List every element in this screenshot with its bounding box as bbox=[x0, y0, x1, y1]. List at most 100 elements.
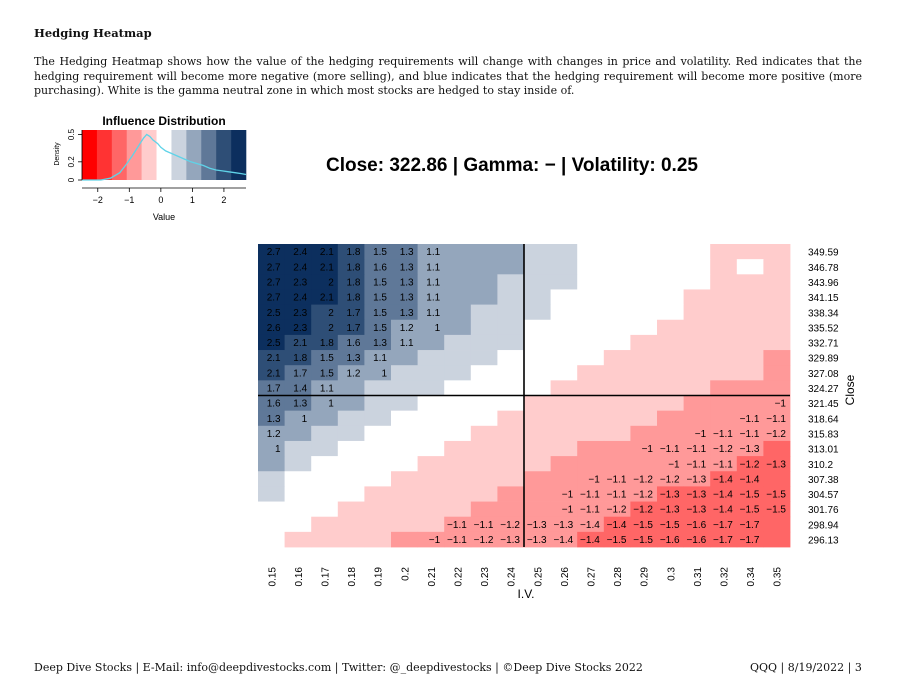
heatmap-cell bbox=[497, 244, 525, 260]
iv-tick-label: 0.28 bbox=[613, 567, 624, 587]
heatmap-cell bbox=[258, 289, 285, 305]
heatmap-cell bbox=[311, 471, 339, 487]
heatmap-cell bbox=[736, 440, 764, 457]
heatmap-cell bbox=[710, 380, 738, 396]
heatmap-cell bbox=[417, 456, 445, 472]
influence-distribution-chart: Influence Distribution −2 −1 0 1 2 0 0.2 0.5 V… bbox=[54, 114, 247, 222]
heatmap-cell bbox=[603, 486, 631, 502]
heatmap-cell bbox=[736, 516, 764, 533]
heatmap-cell bbox=[524, 440, 551, 457]
cell-value-label: −1.3 bbox=[527, 535, 547, 546]
cell-value-label: −1.1 bbox=[713, 429, 733, 440]
heatmap-cell bbox=[736, 244, 764, 260]
cell-value-label: −1.4 bbox=[580, 535, 600, 546]
iv-tick-label: 0.29 bbox=[640, 567, 651, 587]
heatmap-cell bbox=[550, 304, 578, 321]
cell-value-label: 1.1 bbox=[426, 277, 440, 288]
cell-value-label: −1 bbox=[642, 444, 654, 455]
heatmap-cell bbox=[284, 334, 312, 351]
cell-value-label: 1.5 bbox=[320, 353, 334, 364]
heatmap-cell bbox=[258, 486, 285, 502]
heatmap-cell bbox=[311, 274, 339, 290]
color-scale-bands bbox=[82, 130, 247, 180]
heatmap-cell bbox=[763, 471, 791, 487]
heatmap-cell bbox=[470, 471, 498, 487]
heatmap-cell bbox=[311, 304, 339, 321]
heatmap-cell bbox=[497, 259, 525, 275]
cell-value-label: 1.5 bbox=[373, 308, 387, 319]
heatmap-cell-labels: 2.7 2.4 2.1 1.8 1.5 1.3 1.1 2.7 2.4 2.1 1.8 1.6 1.3 1… bbox=[267, 247, 787, 546]
heatmap-cell bbox=[311, 531, 339, 548]
heatmap-cell bbox=[577, 456, 605, 472]
heatmap-cell bbox=[603, 304, 631, 321]
heatmap-cell bbox=[391, 244, 418, 260]
heatmap-cell bbox=[364, 380, 392, 396]
heatmap-cell bbox=[577, 350, 605, 366]
heatmap-cell bbox=[630, 350, 658, 366]
heatmap-cell bbox=[550, 274, 578, 290]
heatmap-cell bbox=[337, 425, 365, 442]
cell-value-label: 2.7 bbox=[267, 293, 281, 304]
heatmap-cell bbox=[524, 319, 551, 336]
cell-value-label: −1.2 bbox=[607, 505, 627, 516]
heatmap-cell bbox=[284, 395, 312, 412]
heatmap-cell bbox=[311, 319, 339, 336]
close-tick-label: 346.78 bbox=[808, 263, 839, 274]
cell-value-label: −1.2 bbox=[474, 535, 494, 546]
heatmap-cell bbox=[577, 380, 605, 396]
density-line bbox=[82, 133, 247, 181]
cell-value-label: 2.1 bbox=[293, 338, 307, 349]
cell-value-label: −1.1 bbox=[660, 444, 680, 455]
heatmap-cell bbox=[630, 531, 658, 548]
heatmap-cell bbox=[337, 516, 365, 533]
cell-value-label: 2.3 bbox=[293, 308, 307, 319]
heatmap-cell bbox=[683, 456, 711, 472]
cell-value-label: −1.1 bbox=[686, 444, 706, 455]
heatmap-cell bbox=[736, 380, 764, 396]
heatmap-cell bbox=[391, 259, 418, 275]
cell-value-label: 1.5 bbox=[373, 247, 387, 258]
heatmap-cell bbox=[657, 425, 684, 442]
distribution-xlabel: Value bbox=[153, 212, 175, 222]
heatmap-cell bbox=[444, 274, 472, 290]
heatmap-cell bbox=[337, 440, 365, 457]
heatmap-cell bbox=[736, 395, 764, 412]
heatmap-cell bbox=[497, 350, 525, 366]
heatmap-cell bbox=[417, 395, 445, 412]
cell-value-label: 2.4 bbox=[293, 247, 307, 258]
heatmap-cell bbox=[710, 304, 738, 321]
cell-value-label: 1.5 bbox=[320, 368, 334, 379]
heatmap-cell bbox=[444, 410, 472, 427]
heatmap-cell bbox=[337, 304, 365, 321]
heatmap-cell bbox=[710, 395, 738, 412]
cell-value-label: −1.4 bbox=[713, 505, 733, 516]
cell-value-label: −1.1 bbox=[474, 520, 494, 531]
heatmap-cell bbox=[763, 365, 791, 381]
close-tick-label: 307.38 bbox=[808, 475, 839, 486]
heatmap-cell bbox=[577, 425, 605, 442]
heatmap-cell bbox=[524, 501, 551, 518]
heatmap-cell bbox=[497, 456, 525, 472]
y-tick-label: 0.2 bbox=[67, 156, 76, 168]
x-tick-label: 1 bbox=[190, 195, 195, 205]
heatmap-cell bbox=[258, 304, 285, 321]
iv-tick-labels: 0.15 0.16 0.17 0.18 0.19 0.2 0.21 0.22 0.23 0.24 0… bbox=[267, 567, 783, 587]
heatmap-cell bbox=[364, 274, 392, 290]
heatmap-cell bbox=[444, 319, 472, 336]
cell-value-label: 1.6 bbox=[267, 399, 281, 410]
distribution-title: Influence Distribution bbox=[102, 114, 225, 128]
cell-value-label: −1.3 bbox=[686, 490, 706, 501]
heatmap-cell bbox=[497, 274, 525, 290]
heatmap-cell bbox=[444, 350, 472, 366]
heatmap-cell bbox=[258, 244, 285, 260]
cell-value-label: −1.2 bbox=[660, 474, 680, 485]
heatmap-cell bbox=[763, 274, 791, 290]
heatmap-cell bbox=[470, 410, 498, 427]
cell-value-label: 2 bbox=[328, 308, 334, 319]
heatmap-cell bbox=[577, 395, 605, 412]
heatmap-cell bbox=[444, 395, 472, 412]
heatmap-cell bbox=[710, 274, 738, 290]
heatmap-cell bbox=[470, 501, 498, 518]
cell-value-label: 1.2 bbox=[267, 429, 281, 440]
heatmap-cell bbox=[763, 289, 791, 305]
